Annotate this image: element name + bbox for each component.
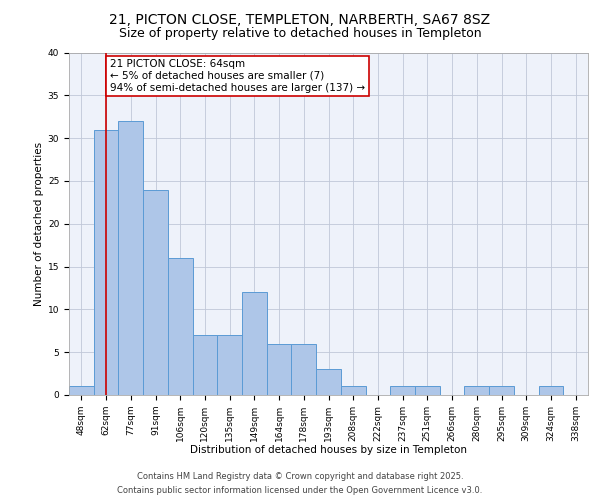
Y-axis label: Number of detached properties: Number of detached properties: [34, 142, 44, 306]
Text: Contains HM Land Registry data © Crown copyright and database right 2025.: Contains HM Land Registry data © Crown c…: [137, 472, 463, 481]
Bar: [118, 121, 143, 395]
Bar: [193, 335, 217, 395]
Bar: [292, 344, 316, 395]
Bar: [143, 190, 168, 395]
Text: 21, PICTON CLOSE, TEMPLETON, NARBERTH, SA67 8SZ: 21, PICTON CLOSE, TEMPLETON, NARBERTH, S…: [109, 12, 491, 26]
Bar: [69, 386, 94, 395]
Text: 21 PICTON CLOSE: 64sqm
← 5% of detached houses are smaller (7)
94% of semi-detac: 21 PICTON CLOSE: 64sqm ← 5% of detached …: [110, 60, 365, 92]
Bar: [94, 130, 118, 395]
Bar: [242, 292, 267, 395]
Bar: [489, 386, 514, 395]
Bar: [316, 370, 341, 395]
Bar: [267, 344, 292, 395]
X-axis label: Distribution of detached houses by size in Templeton: Distribution of detached houses by size …: [190, 446, 467, 456]
Bar: [464, 386, 489, 395]
Bar: [168, 258, 193, 395]
Text: Size of property relative to detached houses in Templeton: Size of property relative to detached ho…: [119, 28, 481, 40]
Bar: [539, 386, 563, 395]
Bar: [217, 335, 242, 395]
Bar: [341, 386, 365, 395]
Text: Contains public sector information licensed under the Open Government Licence v3: Contains public sector information licen…: [118, 486, 482, 495]
Bar: [415, 386, 440, 395]
Bar: [390, 386, 415, 395]
